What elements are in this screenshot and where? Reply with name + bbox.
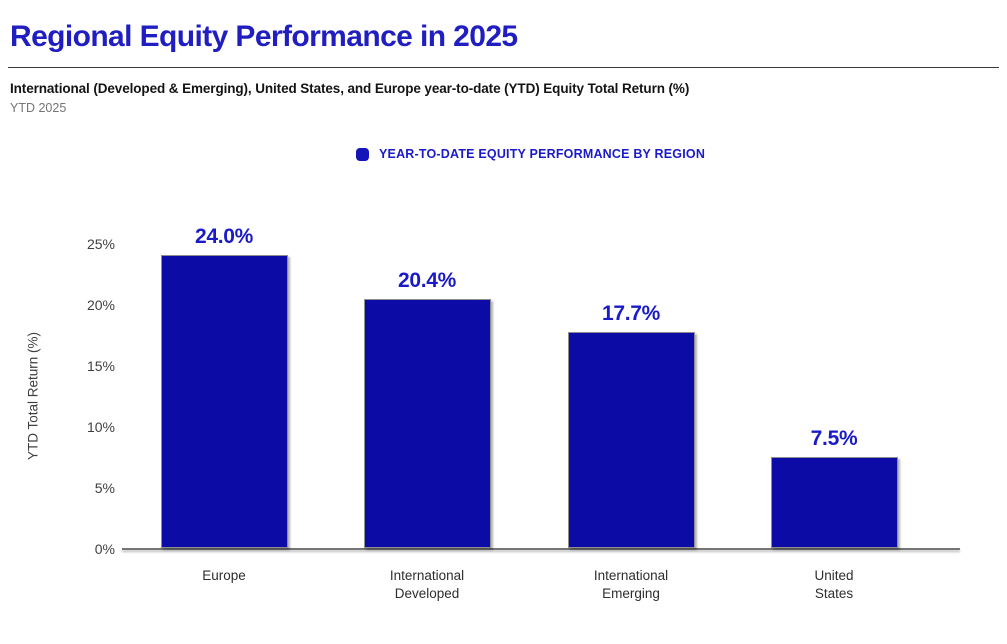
y-tick-label: 10%: [86, 419, 115, 435]
bar-value-label: 20.4%: [397, 269, 457, 293]
title-divider: [8, 67, 999, 68]
y-axis-title: YTD Total Return (%): [25, 331, 41, 461]
x-tick-label: Europe: [202, 568, 246, 583]
y-tick-label: 15%: [86, 358, 115, 374]
x-tick-label: United States: [814, 568, 854, 602]
bar-international-developed: [363, 299, 491, 548]
bar-value-label: 17.7%: [601, 302, 661, 326]
chart-period-label: YTD 2025: [10, 101, 67, 115]
x-tick-label: International Emerging: [593, 568, 669, 602]
page-title: Regional Equity Performance in 2025: [10, 20, 518, 53]
bar-europe: [160, 255, 288, 548]
x-tick-label: International Developed: [389, 568, 465, 602]
y-tick-label: 25%: [86, 236, 115, 252]
chart-subtitle: International (Developed & Emerging), Un…: [10, 81, 690, 96]
chart-legend: YEAR-TO-DATE EQUITY PERFORMANCE BY REGIO…: [356, 147, 705, 161]
legend-label: YEAR-TO-DATE EQUITY PERFORMANCE BY REGIO…: [379, 147, 706, 161]
bar-value-label: 24.0%: [194, 225, 254, 249]
x-axis-line: [122, 548, 960, 550]
y-tick-label: 20%: [86, 297, 115, 313]
bar-united-states: [770, 456, 898, 548]
bar-value-label: 7.5%: [810, 426, 858, 450]
legend-swatch-icon: [356, 147, 369, 161]
y-tick-label: 0%: [94, 541, 115, 557]
y-tick-label: 5%: [94, 480, 115, 496]
bar-international-emerging: [567, 332, 695, 548]
